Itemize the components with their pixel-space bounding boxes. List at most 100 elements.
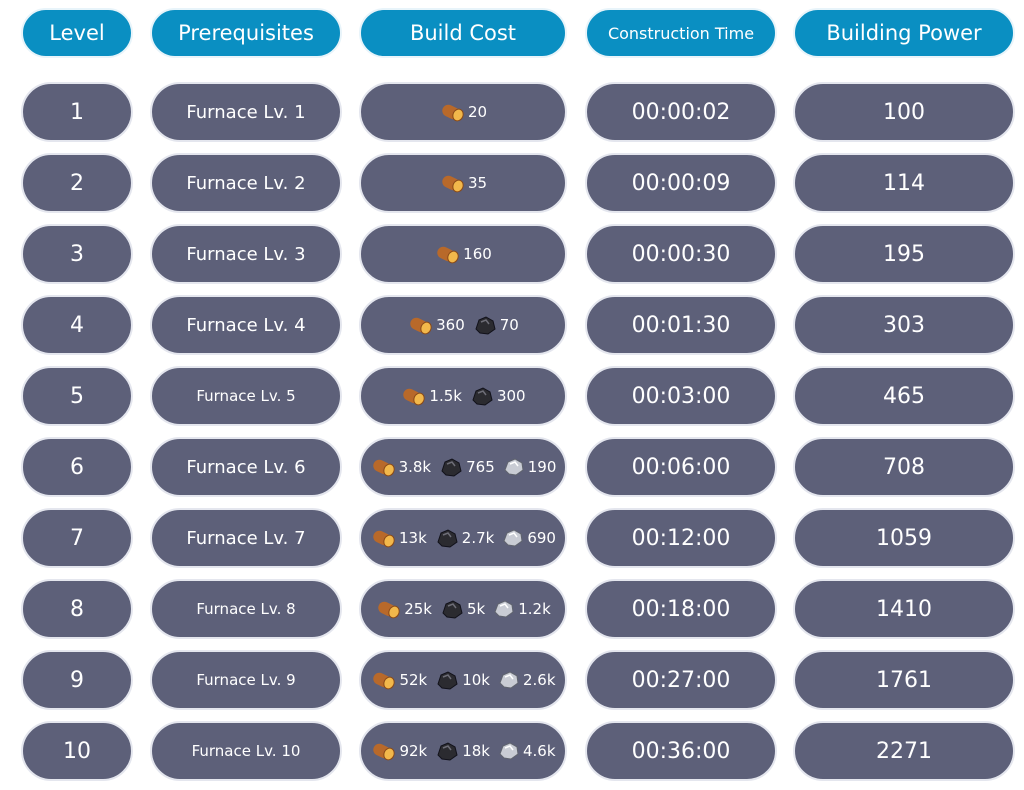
cost-amount: 2.7k bbox=[461, 529, 495, 547]
cost-amount: 300 bbox=[496, 387, 526, 405]
prerequisite-cell: Furnace Lv. 8 bbox=[150, 579, 342, 639]
power-cell: 1410 bbox=[793, 579, 1015, 639]
level-cell: 2 bbox=[21, 153, 133, 213]
level-cell: 5 bbox=[21, 366, 133, 426]
cost-item: 13k bbox=[370, 527, 427, 549]
cost-cell: 160 bbox=[359, 224, 567, 284]
cost-amount: 92k bbox=[399, 742, 428, 760]
cost-item: 20 bbox=[439, 101, 487, 123]
level-cell: 10 bbox=[21, 721, 133, 781]
power-cell: 100 bbox=[793, 82, 1015, 142]
cost-item: 690 bbox=[502, 528, 556, 548]
cost-amount: 160 bbox=[463, 245, 492, 263]
resource-icon bbox=[370, 527, 396, 549]
cost-cell: 13k 2.7k 690 bbox=[359, 508, 567, 568]
cost-amount: 4.6k bbox=[523, 742, 556, 760]
cost-item: 360 bbox=[407, 314, 465, 336]
cost-item: 35 bbox=[439, 172, 487, 194]
resource-icon bbox=[439, 456, 463, 478]
cost-cell: 35 bbox=[359, 153, 567, 213]
level-cell: 9 bbox=[21, 650, 133, 710]
cost-amount: 25k bbox=[404, 600, 432, 618]
time-cell: 00:00:30 bbox=[585, 224, 777, 284]
cost-amount: 70 bbox=[499, 316, 519, 334]
column-header: Level bbox=[21, 8, 133, 58]
prerequisite-cell: Furnace Lv. 7 bbox=[150, 508, 342, 568]
cost-cell: 20 bbox=[359, 82, 567, 142]
level-cell: 3 bbox=[21, 224, 133, 284]
resource-icon bbox=[375, 598, 401, 620]
cost-amount: 190 bbox=[527, 458, 557, 476]
cost-amount: 1.5k bbox=[429, 387, 462, 405]
resource-icon bbox=[370, 669, 396, 691]
cost-cell: 1.5k 300 bbox=[359, 366, 567, 426]
level-cell: 1 bbox=[21, 82, 133, 142]
power-cell: 114 bbox=[793, 153, 1015, 213]
cost-item: 70 bbox=[473, 314, 519, 336]
resource-icon bbox=[435, 669, 459, 691]
time-cell: 00:12:00 bbox=[585, 508, 777, 568]
cost-amount: 35 bbox=[467, 174, 488, 192]
cost-amount: 1.2k bbox=[518, 600, 551, 618]
time-cell: 00:00:02 bbox=[585, 82, 777, 142]
power-cell: 708 bbox=[793, 437, 1015, 497]
column-header: Building Power bbox=[793, 8, 1015, 58]
cost-cell: 52k 10k 2.6k bbox=[359, 650, 567, 710]
prerequisite-cell: Furnace Lv. 6 bbox=[150, 437, 342, 497]
resource-icon bbox=[470, 385, 494, 407]
cost-item: 1.5k bbox=[400, 385, 462, 407]
resource-icon bbox=[434, 243, 460, 265]
resource-icon bbox=[407, 314, 433, 336]
resource-icon bbox=[400, 385, 426, 407]
power-cell: 465 bbox=[793, 366, 1015, 426]
cost-item: 1.2k bbox=[493, 599, 551, 619]
power-cell: 1761 bbox=[793, 650, 1015, 710]
time-cell: 00:18:00 bbox=[585, 579, 777, 639]
cost-amount: 765 bbox=[466, 458, 495, 476]
cost-cell: 360 70 bbox=[359, 295, 567, 355]
resource-icon bbox=[435, 740, 459, 762]
time-cell: 00:36:00 bbox=[585, 721, 777, 781]
resource-icon bbox=[370, 740, 396, 762]
prerequisite-cell: Furnace Lv. 5 bbox=[150, 366, 342, 426]
cost-item: 52k bbox=[370, 669, 427, 691]
cost-amount: 10k bbox=[462, 671, 490, 689]
level-cell: 8 bbox=[21, 579, 133, 639]
cost-amount: 2.6k bbox=[523, 671, 556, 689]
cost-item: 3.8k bbox=[370, 456, 432, 478]
prerequisite-cell: Furnace Lv. 10 bbox=[150, 721, 342, 781]
cost-cell: 25k 5k 1.2k bbox=[359, 579, 567, 639]
cost-item: 2.7k bbox=[435, 527, 495, 549]
resource-icon bbox=[440, 598, 464, 620]
cost-item: 160 bbox=[434, 243, 492, 265]
cost-item: 92k bbox=[370, 740, 427, 762]
power-cell: 303 bbox=[793, 295, 1015, 355]
time-cell: 00:00:09 bbox=[585, 153, 777, 213]
resource-icon bbox=[503, 457, 525, 477]
prerequisite-cell: Furnace Lv. 9 bbox=[150, 650, 342, 710]
prerequisite-cell: Furnace Lv. 1 bbox=[150, 82, 342, 142]
prerequisite-cell: Furnace Lv. 4 bbox=[150, 295, 342, 355]
power-cell: 1059 bbox=[793, 508, 1015, 568]
cost-amount: 3.8k bbox=[398, 458, 432, 476]
prerequisite-cell: Furnace Lv. 3 bbox=[150, 224, 342, 284]
column-header: Build Cost bbox=[359, 8, 567, 58]
time-cell: 00:01:30 bbox=[585, 295, 777, 355]
power-cell: 2271 bbox=[793, 721, 1015, 781]
cost-item: 25k bbox=[375, 598, 432, 620]
power-cell: 195 bbox=[793, 224, 1015, 284]
cost-cell: 3.8k 765 190 bbox=[359, 437, 567, 497]
cost-amount: 20 bbox=[467, 103, 488, 121]
level-cell: 4 bbox=[21, 295, 133, 355]
resource-icon bbox=[370, 456, 396, 478]
resource-icon bbox=[493, 599, 515, 619]
cost-item: 10k bbox=[435, 669, 490, 691]
cost-item: 4.6k bbox=[498, 741, 556, 761]
time-cell: 00:03:00 bbox=[585, 366, 777, 426]
resource-icon bbox=[439, 172, 465, 194]
resource-icon bbox=[439, 101, 465, 123]
column-header: Prerequisites bbox=[150, 8, 342, 58]
resource-icon bbox=[498, 670, 520, 690]
cost-amount: 690 bbox=[527, 529, 556, 547]
cost-item: 2.6k bbox=[498, 670, 556, 690]
